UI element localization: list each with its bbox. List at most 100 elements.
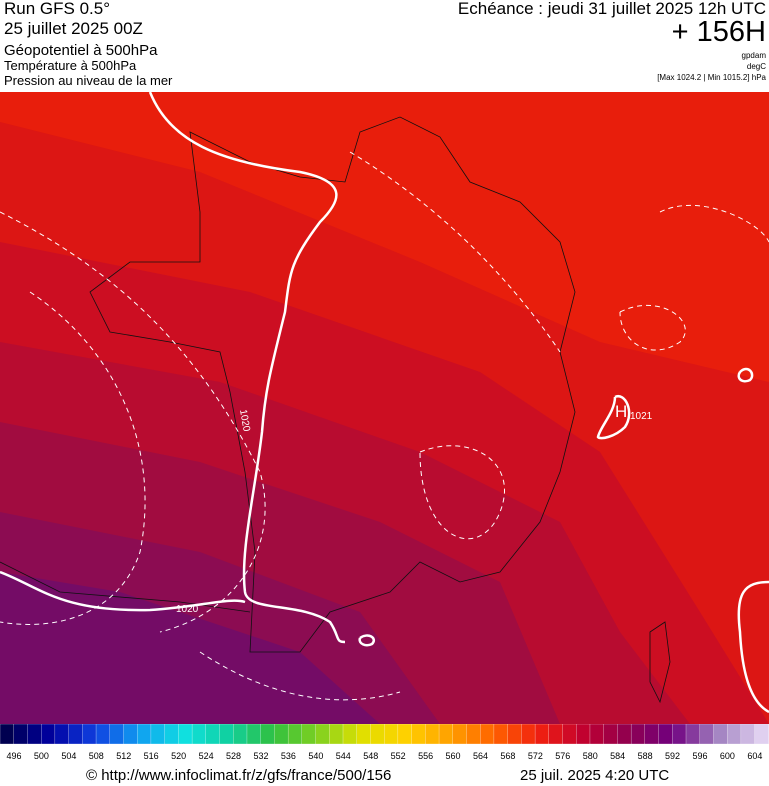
isobar-label: 1020: [237, 409, 252, 433]
colorbar-label: 544: [336, 751, 351, 761]
title: Run GFS 0.5°: [4, 0, 111, 18]
color-cell: [0, 724, 15, 745]
color-cell: [191, 724, 207, 745]
color-cell: [562, 724, 577, 745]
color-cell: [727, 724, 742, 745]
color-cell: [68, 724, 83, 745]
colorbar-label: 560: [446, 751, 461, 761]
color-cell: [370, 724, 385, 745]
color-cell: [452, 724, 468, 745]
colorbar-label: 568: [500, 751, 515, 761]
color-cell: [425, 724, 440, 745]
colorbar-label: 516: [144, 751, 159, 761]
color-cell: [109, 724, 125, 745]
color-cell: [644, 724, 660, 745]
color-cell: [658, 724, 673, 745]
color-cell: [246, 724, 262, 745]
valid-time: Echéance : jeudi 31 juillet 2025 12h UTC: [457, 0, 766, 18]
color-cell: [54, 724, 70, 745]
colorbar-label: 532: [253, 751, 268, 761]
color-cell: [480, 724, 495, 745]
color-cell: [301, 724, 317, 745]
colorbar-label: 504: [61, 751, 76, 761]
color-cell: [713, 724, 728, 745]
high-label: H: [615, 402, 627, 421]
color-cell: [384, 724, 399, 745]
colorbar-label: 512: [116, 751, 131, 761]
color-cell: [329, 724, 344, 745]
color-cell: [589, 724, 605, 745]
color-cell: [219, 724, 234, 745]
colorbar-label: 600: [720, 751, 735, 761]
colorbar-label: 520: [171, 751, 186, 761]
colorbar-label: 584: [610, 751, 625, 761]
colorbar-label: 540: [308, 751, 323, 761]
color-cell: [95, 724, 111, 745]
date: 25 juil. 2025 4:20 UTC: [520, 767, 670, 784]
field: Température à 500hPa: [4, 58, 137, 73]
coastline: [0, 116, 671, 704]
colorbar-label: 536: [281, 751, 296, 761]
color-cell: [466, 724, 481, 745]
color-cell: [411, 724, 426, 745]
color-cell: [260, 724, 276, 745]
isobar-label: 1021: [630, 411, 653, 422]
colorbar-label: 596: [692, 751, 707, 761]
isobar-label: 1020: [176, 604, 199, 615]
color-cell: [630, 724, 646, 745]
colorbar-label: 572: [528, 751, 543, 761]
color-cell: [233, 724, 248, 745]
color-cell: [150, 724, 166, 745]
color-cell: [685, 724, 701, 745]
isotherm: [0, 151, 769, 701]
isobar: [0, 92, 769, 714]
color-cell: [123, 724, 138, 745]
color-cell: [603, 724, 619, 745]
color-cell: [576, 724, 591, 745]
colorbar-label: 604: [747, 751, 762, 761]
colorbar-label: 592: [665, 751, 680, 761]
color-cell: [27, 724, 42, 745]
unit: gpdam: [741, 51, 766, 60]
colorbar-label: 508: [89, 751, 104, 761]
color-cell: [164, 724, 180, 745]
colorbar-label: 496: [6, 751, 21, 761]
unit: [Max 1024.2 | Min 1015.2] hPa: [657, 73, 766, 82]
colorbar-label: 588: [638, 751, 653, 761]
colorbar-label: 552: [391, 751, 406, 761]
color-cell: [699, 724, 715, 745]
color-cell: [205, 724, 221, 745]
color-cell: [274, 724, 289, 745]
colorbar-label: 528: [226, 751, 241, 761]
color-cell: [315, 724, 330, 745]
color-cell: [178, 724, 193, 745]
colorbar: 496 500 504 508 512 516 520 524 528 532 536 540 544 5…: [0, 724, 769, 761]
colorbar-label: 580: [583, 751, 598, 761]
colorbar-label: 564: [473, 751, 488, 761]
colorbar-label: 500: [34, 751, 49, 761]
color-cell: [41, 724, 56, 745]
color-cell: [287, 724, 303, 745]
band: [0, 572, 380, 724]
lead-time: + 156H: [671, 16, 766, 48]
map: 1020 1020 1021 H: [0, 92, 769, 724]
colorbar-label: 576: [555, 751, 570, 761]
color-cell: [507, 724, 523, 745]
color-cell: [740, 724, 756, 745]
color-cell: [13, 724, 29, 745]
unit: degC: [746, 62, 766, 71]
color-cell: [493, 724, 509, 745]
color-cell: [521, 724, 536, 745]
color-cell: [534, 724, 550, 745]
colorbar-label: 524: [199, 751, 214, 761]
colorbar-label: 548: [363, 751, 378, 761]
color-cell: [397, 724, 413, 745]
color-cell: [548, 724, 564, 745]
color-cell: [438, 724, 454, 745]
color-cell: [617, 724, 632, 745]
run-date: 25 juillet 2025 00Z: [4, 19, 143, 38]
colorbar-label: 556: [418, 751, 433, 761]
source: © http://www.infoclimat.fr/z/gfs/france/…: [86, 767, 392, 784]
color-cell: [356, 724, 372, 745]
color-cell: [342, 724, 358, 745]
